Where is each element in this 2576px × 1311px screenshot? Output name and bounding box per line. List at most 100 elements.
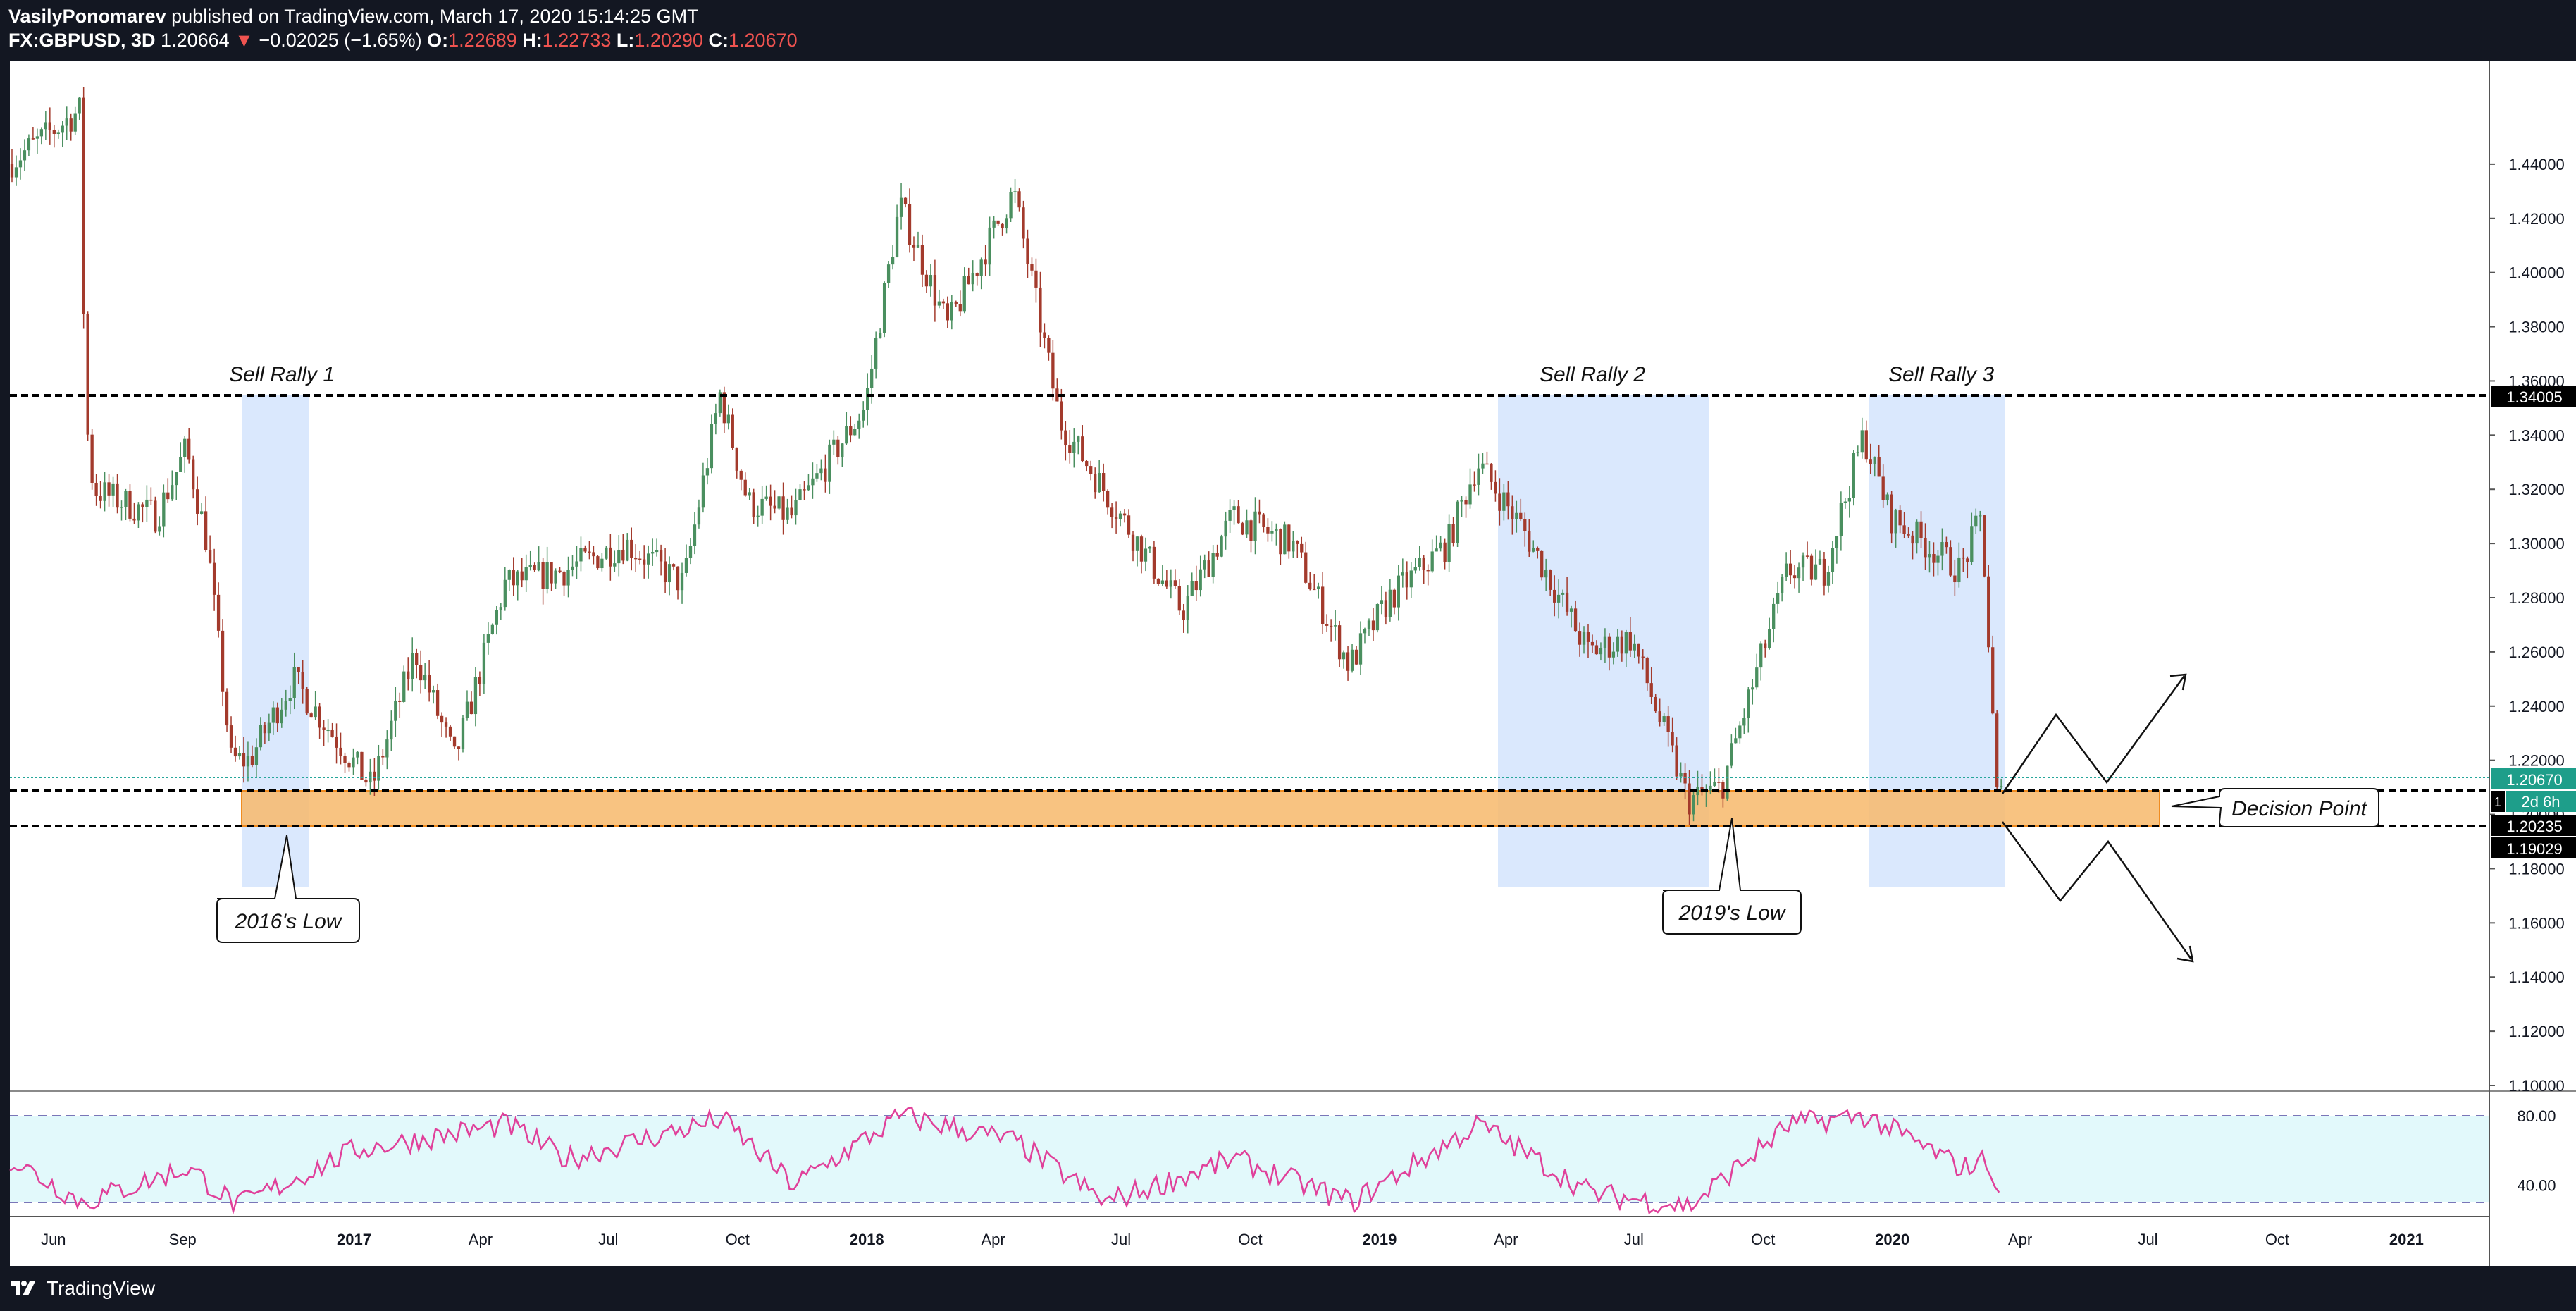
decision-point-bubble: [2171, 788, 2379, 827]
sell-rally-1-label[interactable]: Sell Rally 1: [229, 363, 335, 386]
price-pane[interactable]: [10, 61, 2489, 1090]
candle-body: [1375, 603, 1380, 631]
candle-body: [807, 485, 810, 491]
candle-body: [419, 665, 423, 681]
candle-body: [1784, 563, 1788, 577]
price-axis[interactable]: [2489, 61, 2576, 1266]
candle-body: [588, 551, 591, 553]
candle-body: [1220, 536, 1223, 557]
candle-body: [1511, 506, 1514, 519]
support-bottom-price-tag: [2491, 815, 2576, 836]
candle-body: [482, 642, 486, 684]
candle-body: [579, 548, 583, 562]
candle-body: [769, 496, 772, 506]
candle-body: [1177, 586, 1181, 611]
candle-body: [984, 259, 987, 265]
candle-body: [857, 420, 861, 429]
candle-body: [996, 220, 1000, 224]
rsi-line[interactable]: [9, 1106, 2000, 1215]
candle-body: [1759, 643, 1763, 668]
candle-body: [1974, 515, 1978, 527]
price-tick-label: 1.38000: [2508, 319, 2565, 336]
time-tick-label: Jul: [1111, 1231, 1131, 1248]
candle-body: [1877, 457, 1881, 477]
candle-body: [1970, 526, 1974, 562]
candle-body: [748, 492, 751, 496]
candle-body: [1135, 536, 1139, 551]
candle-body: [605, 547, 608, 559]
candle-body: [473, 677, 478, 715]
candle-body: [862, 410, 865, 421]
candle-body: [1114, 517, 1118, 519]
candle-body: [322, 727, 326, 730]
candle-body: [175, 472, 178, 486]
low-2016-callout[interactable]: 2016's Low: [216, 835, 360, 943]
candle-body: [575, 561, 578, 567]
candle-body: [626, 539, 629, 561]
candle-body: [1536, 547, 1540, 551]
candle-body: [23, 150, 27, 161]
candle-body: [1519, 512, 1523, 519]
candle-body: [613, 563, 617, 567]
candle-body: [1051, 352, 1055, 389]
candle-body: [1262, 514, 1265, 527]
candle-body: [1304, 552, 1308, 583]
candle-body: [512, 570, 515, 586]
decision-point-callout[interactable]: Decision Point: [2171, 788, 2379, 827]
rsi-tick-label: 80.00: [2517, 1107, 2556, 1125]
low-2019-callout[interactable]: 2019's Low: [1662, 818, 1802, 935]
time-tick-label: Apr: [2008, 1231, 2032, 1248]
candle-body: [1839, 503, 1843, 536]
candle-body: [1321, 586, 1325, 624]
candle-body: [1709, 785, 1712, 791]
candle-body: [979, 259, 983, 276]
candle-body: [1207, 560, 1210, 577]
candle-body: [583, 548, 587, 552]
candle-body: [701, 475, 705, 508]
candle-body: [1641, 656, 1645, 658]
candle-body: [1460, 500, 1463, 502]
publisher-name[interactable]: VasilyPonomarev: [8, 6, 166, 27]
symbol-line: FX:GBPUSD, 3D 1.20664 ▼ −0.02025 (−1.65%…: [8, 28, 798, 52]
candle-body: [1721, 782, 1725, 799]
price-tick-label: 1.16000: [2508, 914, 2565, 932]
candle-body: [1068, 445, 1072, 453]
candle-body: [1751, 687, 1754, 690]
sell-rally-3-label[interactable]: Sell Rally 3: [1888, 363, 1994, 386]
bullish-scenario-path[interactable]: [2001, 675, 2186, 794]
price-chart[interactable]: Sell Rally 1 Sell Rally 2 Sell Rally 3 2…: [0, 61, 2576, 1266]
footer-brand[interactable]: TradingView: [47, 1277, 156, 1299]
candle-body: [941, 301, 946, 304]
candle-body: [790, 507, 793, 516]
candle-body: [1199, 569, 1202, 591]
symbol-label[interactable]: FX:GBPUSD, 3D: [8, 30, 156, 51]
tradingview-logo-icon[interactable]: [10, 1279, 39, 1298]
candle-body: [1949, 547, 1952, 576]
candle-body: [1987, 576, 1990, 648]
candle-body: [1043, 332, 1046, 338]
decision-zone[interactable]: [241, 790, 2160, 827]
time-tick-label: Jul: [2138, 1231, 2157, 1248]
candle-body: [1688, 783, 1691, 815]
candle-body: [1013, 191, 1017, 192]
candle-body: [1363, 629, 1367, 634]
candle-body: [1928, 554, 1931, 558]
candle-body: [849, 426, 853, 436]
candle-body: [1532, 547, 1535, 552]
time-tick-label: Apr: [982, 1231, 1005, 1248]
candle-body: [271, 707, 275, 723]
candle-body: [866, 388, 869, 410]
candle-body: [1064, 430, 1067, 446]
bearish-scenario-path[interactable]: [2001, 821, 2193, 960]
candle-body: [1447, 524, 1451, 562]
candle-body: [571, 566, 574, 570]
sell-rally-2-label[interactable]: Sell Rally 2: [1540, 363, 1645, 386]
candle-body: [1287, 524, 1291, 552]
candle-body: [1637, 643, 1640, 657]
candle-body: [39, 129, 44, 137]
candle-body: [1190, 581, 1194, 596]
candle-body: [2000, 786, 2003, 787]
time-axis[interactable]: [10, 1217, 2489, 1266]
candle-body: [263, 725, 267, 734]
candle-body: [141, 504, 144, 507]
